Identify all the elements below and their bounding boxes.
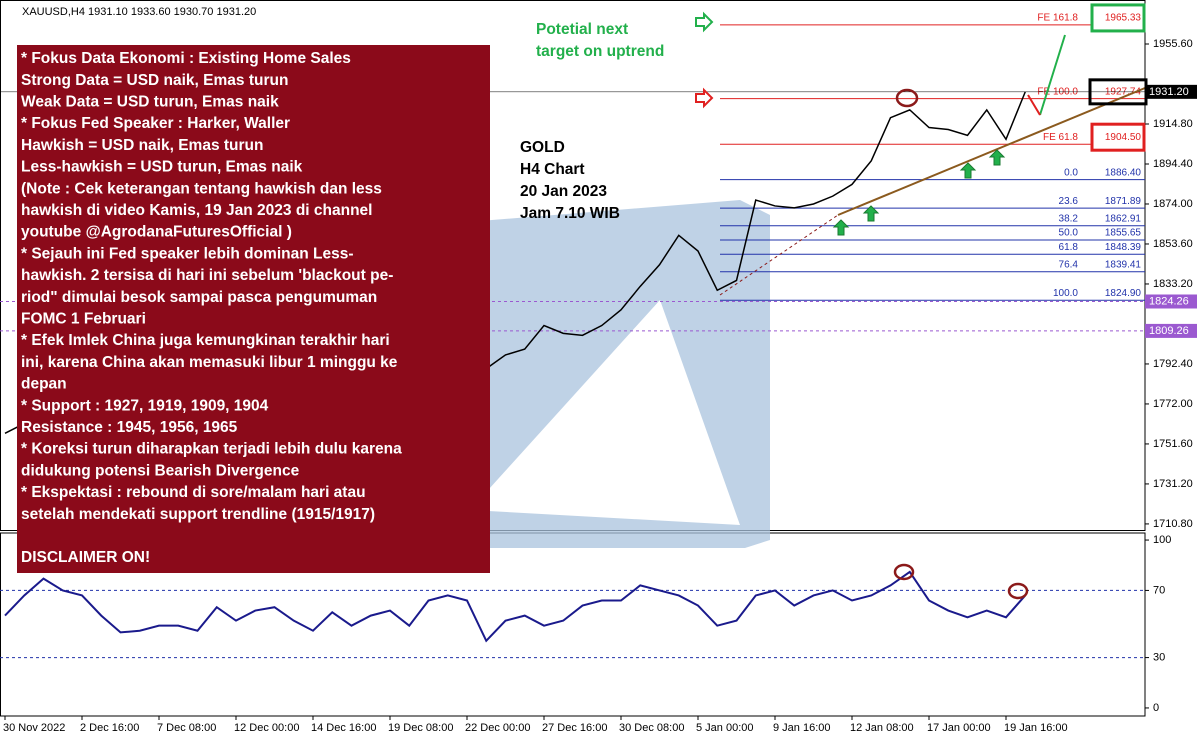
x-tick-label: 12 Dec 00:00 bbox=[234, 722, 299, 734]
fe-price: 1965.33 bbox=[1105, 13, 1142, 24]
fe-box bbox=[1090, 3, 1146, 33]
fib-price: 1862.91 bbox=[1105, 213, 1142, 224]
note-line: * Efek Imlek China juga kemungkinan tera… bbox=[21, 332, 390, 349]
x-tick-label: 7 Dec 08:00 bbox=[157, 722, 216, 734]
watermark-logo bbox=[430, 200, 770, 548]
rsi-circle bbox=[893, 563, 915, 581]
note-line: * Sejauh ini Fed speaker lebih dominan L… bbox=[21, 245, 353, 262]
note-line: * Support : 1927, 1919, 1909, 1904 bbox=[21, 397, 269, 414]
note-line: youtube @AgrodanaFuturesOfficial ) bbox=[21, 224, 292, 241]
target-note: Potetial next bbox=[536, 21, 628, 38]
note-line: FOMC 1 Februari bbox=[21, 310, 146, 327]
note-line: Hawkish = USD naik, Emas turun bbox=[21, 137, 263, 154]
y-tick-label: 70 bbox=[1153, 584, 1165, 596]
target-note: target on uptrend bbox=[536, 43, 664, 60]
note-line: ini, karena China akan memasuki libur 1 … bbox=[21, 354, 398, 371]
x-tick-label: 30 Dec 08:00 bbox=[619, 722, 684, 734]
x-tick-label: 22 Dec 00:00 bbox=[465, 722, 530, 734]
fe-ratio: FE 61.8 bbox=[1043, 132, 1078, 143]
fib-ratio: 23.6 bbox=[1059, 196, 1079, 207]
up-arrows bbox=[832, 149, 1006, 236]
chart-info: 20 Jan 2023 bbox=[520, 183, 607, 200]
x-tick-label: 2 Dec 16:00 bbox=[80, 722, 139, 734]
note-line: didukung potensi Bearish Divergence bbox=[21, 462, 300, 479]
y-tick-label: 1853.60 bbox=[1153, 238, 1193, 250]
fib-price: 1871.89 bbox=[1105, 196, 1142, 207]
fib-price: 1824.90 bbox=[1105, 288, 1142, 299]
x-tick-label: 19 Jan 16:00 bbox=[1004, 722, 1068, 734]
x-tick-label: 14 Dec 16:00 bbox=[311, 722, 376, 734]
note-line: Resistance : 1945, 1956, 1965 bbox=[21, 419, 238, 436]
fe-ratio: FE 161.8 bbox=[1037, 13, 1078, 24]
fib-price: 1839.41 bbox=[1105, 259, 1142, 270]
y-tick-label: 1914.80 bbox=[1153, 118, 1193, 130]
rsi-circle bbox=[1007, 582, 1029, 600]
x-tick-label: 27 Dec 16:00 bbox=[542, 722, 607, 734]
high-circle bbox=[895, 88, 919, 108]
fib-ratio: 61.8 bbox=[1059, 242, 1079, 253]
y-tick-label: 1751.60 bbox=[1153, 438, 1193, 450]
note-line: Weak Data = USD turun, Emas naik bbox=[21, 93, 279, 110]
trendline bbox=[837, 87, 1146, 216]
note-line: * Fokus Data Ekonomi : Existing Home Sal… bbox=[21, 50, 351, 67]
resistance-arrow bbox=[695, 87, 714, 109]
note-line: hawkish di video Kamis, 19 Jan 2023 di c… bbox=[21, 202, 372, 219]
price-tag-label: 1931.20 bbox=[1149, 86, 1189, 98]
price-tag-label: 1809.26 bbox=[1149, 325, 1189, 337]
note-line: hawkish. 2 tersisa di hari ini sebelum '… bbox=[21, 267, 393, 284]
note-line: riod" dimulai besok sampai pasca pengumu… bbox=[21, 289, 377, 306]
note-line: * Koreksi turun diharapkan terjadi lebih… bbox=[21, 441, 402, 458]
projection-line bbox=[1039, 34, 1066, 116]
fib-ratio: 38.2 bbox=[1059, 213, 1079, 224]
note-line: depan bbox=[21, 376, 67, 393]
fib-ratio: 50.0 bbox=[1059, 228, 1079, 239]
price-tag-label: 1824.26 bbox=[1149, 295, 1189, 307]
fib-ratio: 100.0 bbox=[1053, 288, 1078, 299]
note-line: Less-hawkish = USD turun, Emas naik bbox=[21, 159, 303, 176]
y-tick-label: 1710.80 bbox=[1153, 518, 1193, 530]
y-tick-label: 1772.00 bbox=[1153, 398, 1193, 410]
x-tick-label: 17 Jan 00:00 bbox=[927, 722, 991, 734]
fib-price: 1848.39 bbox=[1105, 242, 1142, 253]
fib-price: 1855.65 bbox=[1105, 228, 1142, 239]
y-tick-label: 1894.40 bbox=[1153, 158, 1193, 170]
note-line: (Note : Cek keterangan tentang hawkish d… bbox=[21, 180, 382, 197]
y-tick-label: 1874.00 bbox=[1153, 198, 1193, 210]
chart-info: GOLD bbox=[520, 139, 565, 156]
price-tag bbox=[1145, 323, 1197, 338]
x-tick-label: 30 Nov 2022 bbox=[3, 722, 65, 734]
note-line: * Ekspektasi : rebound di sore/malam har… bbox=[21, 484, 366, 501]
y-tick-label: 1731.20 bbox=[1153, 478, 1193, 490]
x-tick-label: 9 Jan 16:00 bbox=[773, 722, 831, 734]
analysis-box bbox=[17, 45, 490, 573]
fe-price: 1904.50 bbox=[1105, 132, 1142, 143]
y-tick-label: 1792.40 bbox=[1153, 358, 1193, 370]
fib-ratio: 0.0 bbox=[1064, 167, 1078, 178]
note-line: * Fokus Fed Speaker : Harker, Waller bbox=[21, 115, 290, 132]
price-tag bbox=[1145, 84, 1197, 99]
price-tag-frame bbox=[1088, 78, 1148, 106]
note-line: DISCLAIMER ON! bbox=[21, 549, 150, 566]
target-arrow bbox=[695, 11, 714, 33]
fib-price: 1886.40 bbox=[1105, 167, 1142, 178]
price-tag bbox=[1145, 294, 1197, 309]
x-tick-label: 19 Dec 08:00 bbox=[388, 722, 453, 734]
chart-info: Jam 7.10 WIB bbox=[520, 205, 620, 222]
chart-header: XAUUSD,H4 1931.10 1933.60 1930.70 1931.2… bbox=[22, 6, 256, 18]
note-line: Strong Data = USD naik, Emas turun bbox=[21, 72, 288, 89]
y-tick-label: 30 bbox=[1153, 651, 1165, 663]
chart-info: H4 Chart bbox=[520, 161, 585, 178]
x-tick-label: 5 Jan 00:00 bbox=[696, 722, 754, 734]
fib-ratio: 76.4 bbox=[1059, 259, 1079, 270]
y-tick-label: 1833.20 bbox=[1153, 278, 1193, 290]
y-tick-label: 100 bbox=[1153, 534, 1171, 546]
x-tick-label: 12 Jan 08:00 bbox=[850, 722, 914, 734]
note-line: setelah mendekati support trendline (191… bbox=[21, 506, 375, 523]
pullback-line bbox=[1027, 94, 1041, 116]
fe-box bbox=[1090, 122, 1146, 152]
data-line bbox=[4, 570, 1026, 643]
y-tick-label: 0 bbox=[1153, 702, 1159, 714]
y-tick-label: 1955.60 bbox=[1153, 38, 1193, 50]
